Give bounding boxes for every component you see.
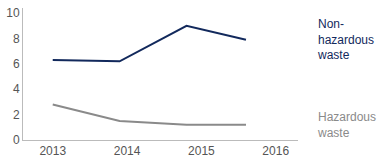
svg-text:6: 6 xyxy=(13,57,20,71)
svg-text:10: 10 xyxy=(6,6,20,20)
svg-text:2016: 2016 xyxy=(262,144,289,158)
svg-text:8: 8 xyxy=(13,32,20,46)
svg-text:4: 4 xyxy=(13,82,20,96)
svg-text:2015: 2015 xyxy=(188,144,215,158)
svg-text:2014: 2014 xyxy=(114,144,141,158)
svg-text:2013: 2013 xyxy=(39,144,66,158)
svg-text:Hazardouswaste: Hazardouswaste xyxy=(317,110,376,140)
svg-text:2: 2 xyxy=(13,108,20,122)
svg-text:0: 0 xyxy=(13,133,20,147)
svg-text:Non-hazardouswaste: Non-hazardouswaste xyxy=(317,17,374,62)
